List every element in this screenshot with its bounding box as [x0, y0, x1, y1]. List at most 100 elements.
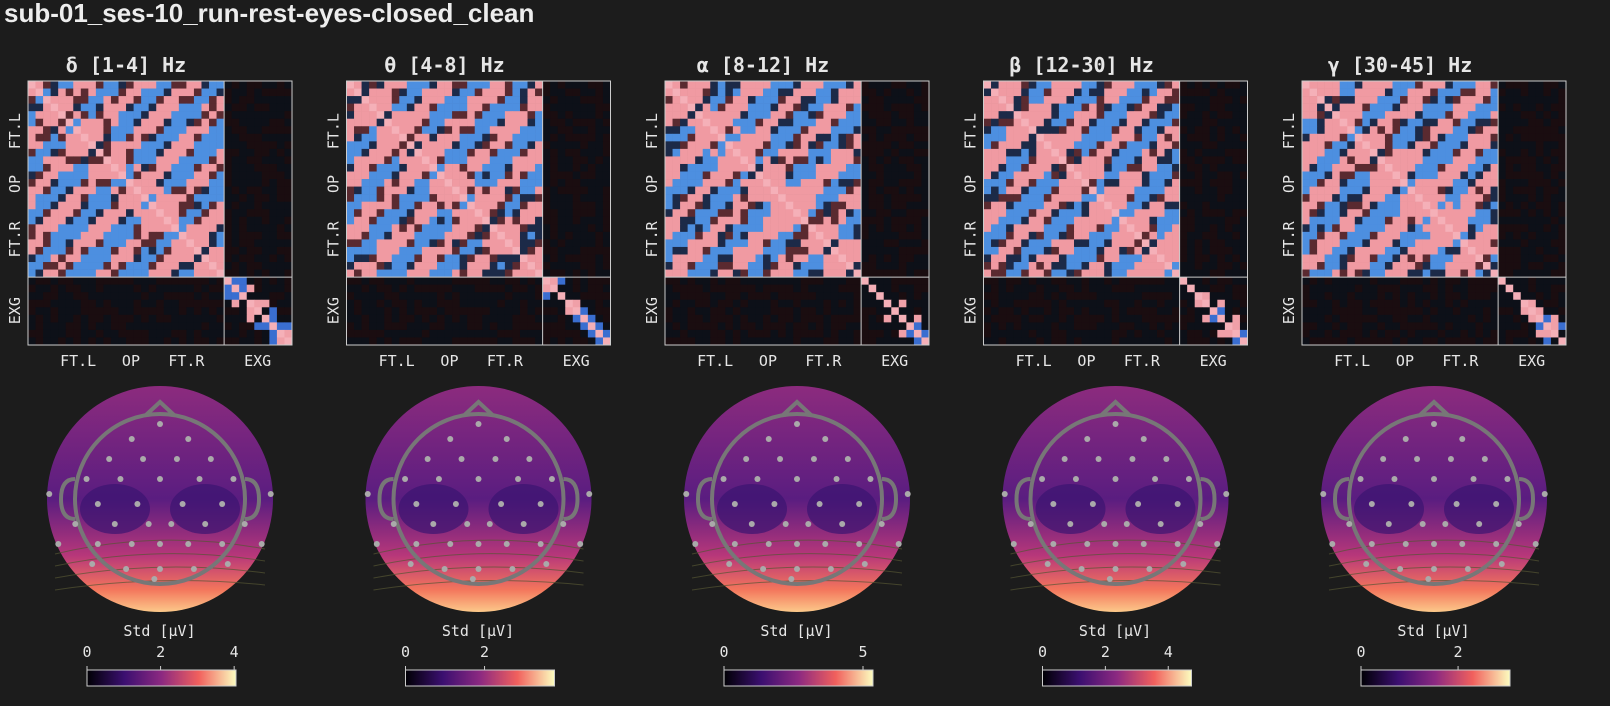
matrix-cell: [572, 209, 581, 218]
matrix-cell: [216, 81, 225, 89]
matrix-cell: [815, 231, 824, 240]
matrix-cell: [785, 314, 794, 323]
electrode: [407, 561, 414, 567]
matrix-cell: [1111, 186, 1120, 195]
matrix-cell: [284, 216, 293, 225]
electrode: [486, 521, 493, 527]
matrix-cell: [474, 141, 483, 150]
electrode: [219, 541, 226, 547]
matrix-cell: [717, 186, 726, 195]
matrix-cell: [1239, 96, 1248, 104]
matrix-cell: [361, 269, 370, 278]
matrix-cell: [474, 269, 483, 278]
electrode: [151, 576, 158, 582]
matrix-cell: [557, 307, 566, 316]
matrix-cell: [452, 186, 460, 195]
matrix-cell: [823, 269, 832, 278]
matrix-cell: [717, 254, 726, 263]
matrix-cell: [717, 118, 726, 127]
matrix-cell: [28, 96, 36, 104]
matrix-cell: [1066, 216, 1075, 225]
matrix-cell: [542, 254, 551, 263]
matrix-cell: [853, 201, 862, 210]
matrix-cell: [452, 284, 460, 293]
matrix-cell: [35, 209, 44, 218]
matrix-cell: [740, 126, 749, 135]
matrix-cell: [1156, 239, 1165, 248]
matrix-cell: [43, 96, 51, 104]
matrix-cell: [1179, 239, 1188, 248]
matrix-cell: [542, 224, 551, 233]
matrix-cell: [519, 126, 528, 135]
matrix-cell: [1058, 88, 1067, 97]
matrix-cell: [702, 81, 711, 89]
matrix-cell: [898, 216, 907, 225]
matrix-cell: [1058, 231, 1067, 240]
matrix-cell: [1036, 141, 1045, 150]
matrix-cell: [512, 231, 521, 240]
matrix-cell: [1141, 292, 1150, 301]
matrix-cell: [73, 254, 82, 263]
matrix-cell: [710, 254, 719, 263]
matrix-cell: [452, 292, 460, 301]
matrix-cell: [823, 141, 832, 150]
matrix-cell: [1028, 201, 1037, 210]
matrix-cell: [406, 284, 415, 293]
matrix-cell: [414, 307, 423, 316]
matrix-cell: [1149, 194, 1158, 202]
matrix-cell: [778, 103, 786, 112]
matrix-cell: [354, 224, 362, 233]
matrix-cell: [504, 194, 513, 202]
matrix-cell: [747, 111, 756, 120]
matrix-cell: [193, 254, 202, 263]
matrix-cell: [868, 156, 877, 165]
matrix-cell: [853, 269, 862, 278]
matrix-cell: [838, 329, 847, 338]
matrix-cell: [550, 322, 558, 331]
matrix-cell: [1051, 171, 1060, 180]
matrix-cell: [763, 88, 771, 97]
matrix-cell: [717, 126, 726, 135]
matrix-cell: [504, 299, 513, 308]
matrix-cell: [1126, 277, 1135, 285]
matrix-cell: [73, 88, 82, 97]
matrix-cell: [1051, 118, 1060, 127]
matrix-cell: [346, 269, 355, 278]
matrix-cell: [876, 292, 885, 301]
matrix-cell: [406, 163, 415, 172]
matrix-cell: [239, 118, 248, 127]
matrix-cell: [861, 148, 869, 157]
matrix-cell: [437, 201, 445, 210]
matrix-cell: [602, 224, 611, 233]
matrix-cell: [906, 239, 915, 248]
matrix-cell: [913, 307, 922, 316]
matrix-cell: [1209, 239, 1218, 248]
matrix-cell: [261, 133, 270, 142]
matrix-cell: [906, 231, 915, 240]
matrix-cell: [261, 284, 270, 293]
matrix-cell: [354, 148, 362, 157]
matrix-cell: [171, 262, 180, 270]
matrix-cell: [747, 329, 756, 338]
matrix-cell: [838, 322, 847, 331]
matrix-cell: [35, 329, 44, 338]
matrix-cell: [687, 88, 696, 97]
matrix-cell: [550, 314, 558, 323]
matrix-cell: [557, 148, 566, 157]
matrix-cell: [1104, 201, 1113, 210]
matrix-cell: [1089, 88, 1097, 97]
topomap-blob: [398, 484, 469, 534]
matrix-cell: [1111, 277, 1120, 285]
matrix-cell: [201, 171, 210, 180]
matrix-cell: [921, 194, 930, 202]
matrix-cell: [239, 126, 248, 135]
matrix-cell: [474, 111, 483, 120]
matrix-cell: [1134, 216, 1143, 225]
matrix-cell: [747, 81, 756, 89]
matrix-cell: [421, 171, 430, 180]
matrix-cell: [763, 133, 771, 142]
matrix-cell: [1051, 179, 1060, 187]
matrix-cell: [110, 96, 119, 104]
matrix-cell: [557, 111, 566, 120]
matrix-cell: [906, 156, 915, 165]
